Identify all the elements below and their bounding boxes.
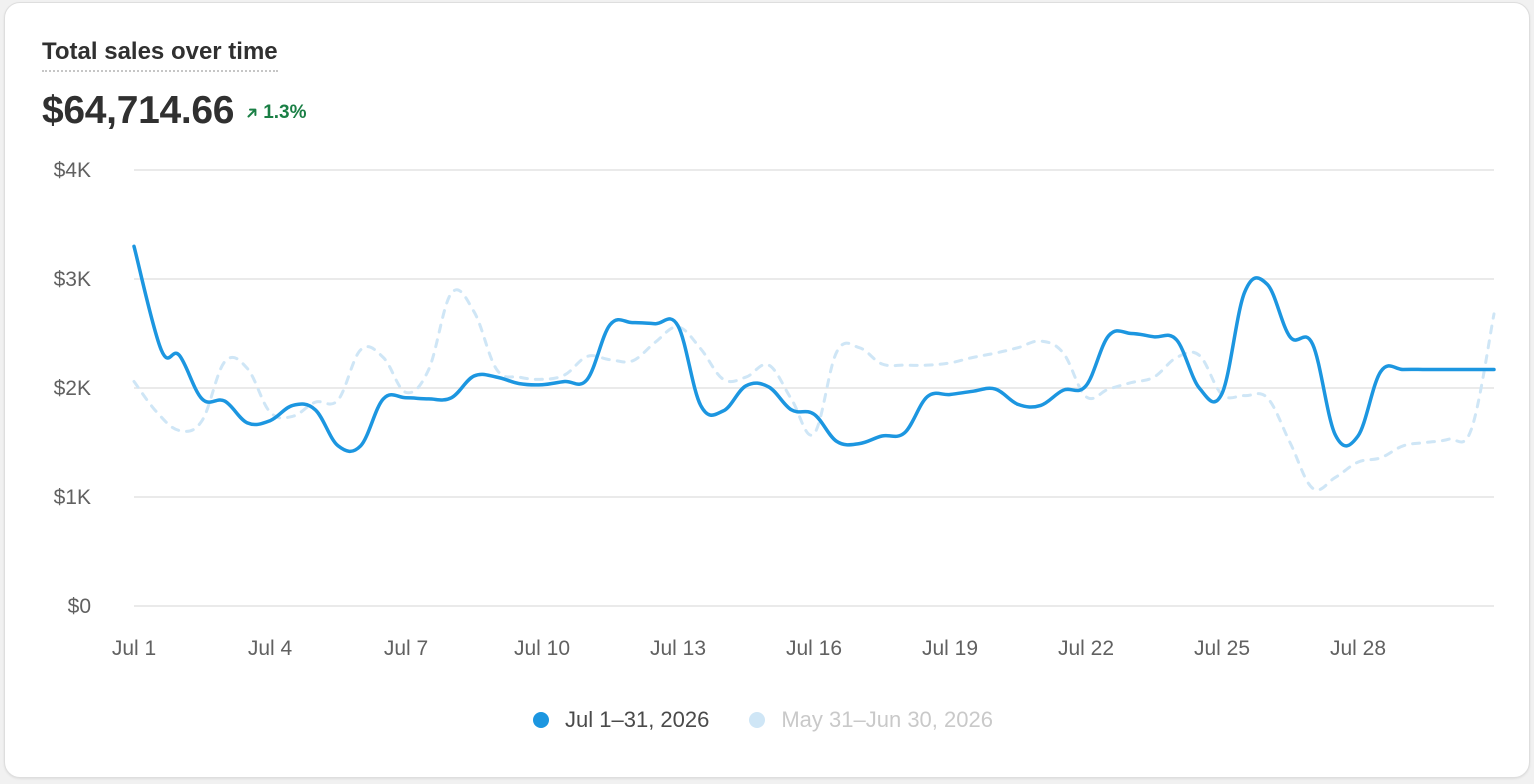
y-tick-label: $1K xyxy=(54,486,91,509)
x-tick-label: Jul 19 xyxy=(922,637,978,660)
total-row: $64,714.66 1.3% xyxy=(42,89,307,133)
legend-label-current: Jul 1–31, 2026 xyxy=(565,707,710,732)
legend-swatch-previous xyxy=(749,712,766,728)
chart-legend: Jul 1–31, 2026 May 31–Jun 30, 2026 xyxy=(0,707,1526,733)
change-percent: 1.3% xyxy=(263,102,307,123)
card-title[interactable]: Total sales over time xyxy=(42,38,278,72)
legend-item-previous[interactable]: May 31–Jun 30, 2026 xyxy=(749,707,993,733)
x-tick-label: Jul 10 xyxy=(514,637,570,660)
series-line-previous[interactable] xyxy=(132,288,1496,492)
y-tick-label: $4K xyxy=(54,159,91,182)
y-tick-label: $2K xyxy=(54,377,91,400)
legend-item-current[interactable]: Jul 1–31, 2026 xyxy=(533,707,709,733)
x-tick-label: Jul 25 xyxy=(1194,637,1250,660)
y-tick-label: $0 xyxy=(68,595,91,618)
series-lines xyxy=(132,244,1496,492)
y-tick-label: $3K xyxy=(54,268,91,291)
x-tick-label: Jul 28 xyxy=(1330,637,1386,660)
arrow-up-right-icon xyxy=(247,108,257,118)
x-tick-label: Jul 1 xyxy=(112,637,156,660)
x-tick-label: Jul 7 xyxy=(384,637,428,660)
change-badge: 1.3% xyxy=(246,102,307,124)
x-axis-labels: Jul 1 Jul 4 Jul 7 Jul 10 Jul 13 Jul 16 Jul 19 J… xyxy=(112,637,1386,660)
x-tick-label: Jul 16 xyxy=(786,637,842,660)
total-sales-value: $64,714.66 xyxy=(42,89,235,132)
x-tick-label: Jul 4 xyxy=(248,637,293,660)
y-axis-labels: $0 $1K $2K $3K $4K xyxy=(54,159,91,618)
legend-label-previous: May 31–Jun 30, 2026 xyxy=(781,707,993,732)
series-line-current[interactable] xyxy=(132,244,1496,454)
legend-swatch-current xyxy=(533,712,550,728)
x-tick-label: Jul 13 xyxy=(650,637,706,660)
x-tick-label: Jul 22 xyxy=(1058,637,1114,660)
gridlines xyxy=(134,169,1494,607)
